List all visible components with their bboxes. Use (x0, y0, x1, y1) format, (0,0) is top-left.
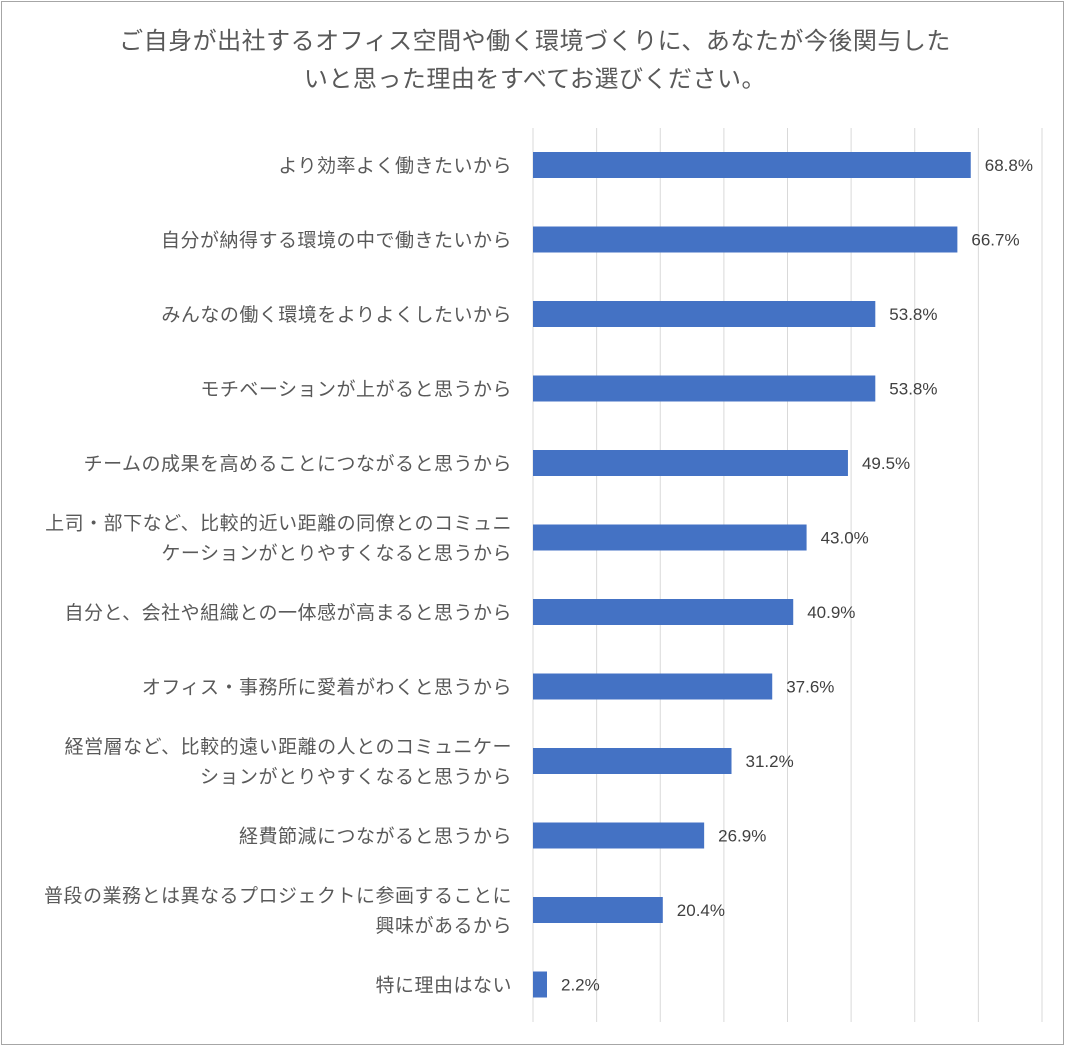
category-label: 自分が納得する環境の中で働きたいから (161, 230, 512, 252)
chart-title-line-2: いと思った理由をすべてお選びください。 (303, 65, 767, 93)
data-label: 66.7% (971, 231, 1019, 250)
data-label: 2.2% (561, 976, 600, 995)
data-label: 68.8% (985, 156, 1033, 175)
bar (533, 673, 773, 700)
category-label: みんなの働く環境をよりよくしたいから (161, 304, 512, 326)
data-label: 20.4% (677, 901, 725, 920)
bar (533, 971, 547, 998)
data-label: 40.9% (807, 603, 855, 622)
category-label: 興味があるから (375, 915, 512, 937)
data-label: 43.0% (821, 529, 869, 548)
data-label: 49.5% (862, 454, 910, 473)
category-label: ケーションがとりやすくなると思うから (161, 543, 512, 565)
category-label: 特に理由はない (375, 975, 512, 997)
bar (533, 599, 794, 625)
bar (533, 748, 732, 774)
bar (533, 524, 807, 551)
category-label: 自分と、会社や組織との一体感が高まると思うから (64, 602, 512, 624)
data-label: 53.8% (889, 380, 937, 399)
bar (533, 897, 663, 923)
data-label: 53.8% (889, 305, 937, 324)
bar (533, 375, 876, 402)
category-label: より効率よく働きたいから (278, 155, 512, 177)
bar (533, 822, 705, 849)
category-label: オフィス・事務所に愛着がわくと思うから (142, 677, 512, 699)
chart-title-line-1: ご自身が出社するオフィス空間や働く環境づくりに、あなたが今後関与した (119, 27, 951, 55)
category-label: モチベーションが上がると思うから (200, 379, 512, 401)
data-label: 26.9% (718, 827, 766, 846)
chart-title: ご自身が出社するオフィス空間や働く環境づくりに、あなたが今後関与した いと思った… (60, 22, 1010, 98)
category-label: ションがとりやすくなると思うから (200, 766, 512, 788)
data-label: 37.6% (786, 678, 834, 697)
bar (533, 226, 958, 253)
bar (533, 301, 876, 327)
category-label: 普段の業務とは異なるプロジェクトに参画することに (44, 885, 512, 907)
category-label: 経営層など、比較的遠い距離の人とのコミュニケー (65, 736, 512, 758)
category-label: 上司・部下など、比較的近い距離の同僚とのコミュニ (45, 513, 512, 535)
data-label: 31.2% (746, 752, 794, 771)
category-label: チームの成果を高めることにつながると思うから (84, 453, 512, 475)
category-label: 経費節減につながると思うから (239, 826, 512, 848)
bar (533, 152, 971, 178)
bar (533, 450, 848, 476)
